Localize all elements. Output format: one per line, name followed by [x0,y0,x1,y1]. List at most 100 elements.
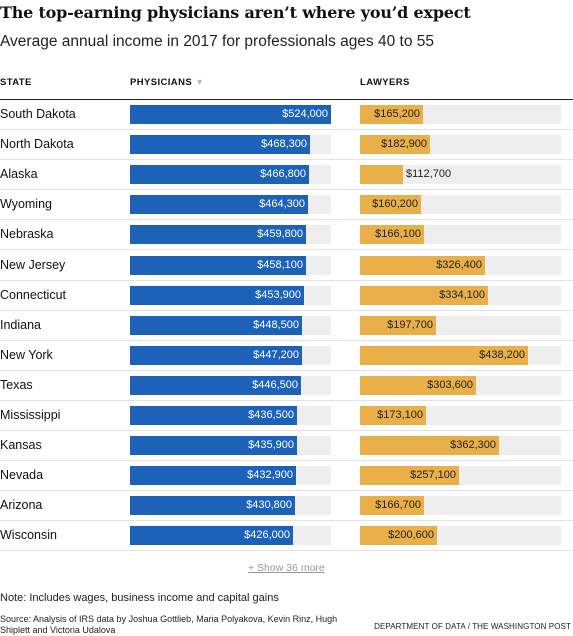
table-row: South Dakota $524,000 $165,200 [0,100,573,130]
state-label: South Dakota [0,107,76,121]
physicians-bar [130,436,297,456]
physicians-bar [130,165,309,185]
row-divider [0,219,573,221]
physicians-value-label: $459,800 [257,228,303,241]
table-row: New York $447,200 $438,200 [0,341,573,371]
physicians-bar [130,285,304,305]
row-divider [0,520,573,522]
physicians-bar [130,496,295,516]
lawyers-bar [360,406,426,425]
physicians-value-label: $436,500 [248,409,294,421]
column-header-physicians[interactable]: PHYSICIANS ▼ [130,77,204,88]
physicians-value-label: $430,800 [246,499,292,512]
row-divider [0,339,573,341]
physicians-bar-track: $448,500 [130,315,331,335]
lawyers-bar-track: $200,600 [360,526,561,546]
lawyers-bar [360,315,436,335]
physicians-bar-track: $435,900 [130,436,331,456]
physicians-bar-track: $464,300 [130,195,331,215]
physicians-bar-track: $524,000 [130,105,331,124]
lawyers-value-label: $160,200 [372,198,418,211]
table-row: Mississippi $436,500 $173,100 [0,401,573,431]
state-label: Indiana [0,317,42,332]
lawyers-value-label: $165,200 [374,108,420,120]
physicians-bar [130,105,331,124]
physicians-bar [130,375,301,395]
row-divider [0,490,573,492]
physicians-bar-track: $459,800 [130,225,331,245]
state-label: Mississippi [0,408,61,422]
physicians-value-label: $458,100 [257,258,303,271]
lawyers-bar-track: $257,100 [360,466,561,486]
lawyers-bar [360,496,424,516]
physicians-bar [130,406,297,425]
state-label: Arizona [0,498,43,513]
lawyers-bar [360,195,421,215]
physicians-bar [130,315,302,335]
sort-descending-icon[interactable]: ▼ [195,77,205,87]
physicians-bar-track: $436,500 [130,406,331,425]
row-divider [0,249,573,251]
physicians-value-label: $468,300 [261,138,307,151]
state-label: New York [0,347,53,362]
physicians-bar [130,225,306,245]
state-label: New Jersey [0,257,66,272]
lawyers-value-label: $326,400 [436,258,482,271]
chart-title: The top-earning physicians aren’t where … [0,3,471,22]
state-label: Wyoming [0,197,52,212]
lawyers-value-label: $197,700 [387,318,433,331]
lawyers-bar [360,255,485,275]
physicians-value-label: $446,500 [252,378,298,391]
physicians-value-label: $464,300 [259,198,305,211]
column-header-state[interactable]: STATE [0,77,32,88]
physicians-bar-track: $426,000 [130,526,331,546]
physicians-value-label: $432,900 [247,469,293,482]
row-divider [0,369,573,371]
lawyers-bar-track: $112,700 [360,165,561,185]
physicians-bar-track: $432,900 [130,466,331,486]
physicians-value-label: $524,000 [282,108,328,120]
table-row: Connecticut $453,900 $334,100 [0,281,573,311]
state-label: Connecticut [0,287,67,302]
lawyers-bar [360,105,423,124]
physicians-value-label: $466,800 [260,168,306,181]
footer-source: Source: Analysis of IRS data by Joshua G… [0,614,338,635]
lawyers-value-label: $438,200 [479,348,525,361]
physicians-value-label: $448,500 [253,318,299,331]
show-more-link[interactable]: + Show 36 more [248,562,325,574]
row-divider [0,399,573,401]
lawyers-bar-track: $182,900 [360,135,561,155]
physicians-bar [130,135,310,155]
state-label: Wisconsin [0,528,57,543]
lawyers-value-label: $166,700 [375,499,421,512]
physicians-bar [130,526,293,546]
physicians-bar-track: $466,800 [130,165,331,185]
lawyers-bar-track: $197,700 [360,315,561,335]
table-row: Wyoming $464,300 $160,200 [0,190,573,221]
state-label: Nevada [0,468,44,483]
table-row: Arizona $430,800 $166,700 [0,491,573,522]
physicians-bar-track: $447,200 [130,345,331,365]
state-label: Texas [0,377,33,392]
table-row: Nevada $432,900 $257,100 [0,461,573,492]
physicians-value-label: $426,000 [244,529,290,542]
table-row: Texas $446,500 $303,600 [0,371,573,401]
lawyers-value-label: $112,700 [406,168,452,181]
lawyers-bar-track: $438,200 [360,345,561,365]
physicians-bar [130,466,296,486]
lawyers-bar [360,345,528,365]
row-divider [0,279,573,281]
lawyers-value-label: $166,100 [375,228,421,241]
table-row: Indiana $448,500 $197,700 [0,311,573,341]
lawyers-value-label: $257,100 [410,469,456,482]
row-divider [0,430,573,431]
lawyers-bar-track: $166,100 [360,225,561,245]
lawyers-bar-track: $326,400 [360,255,561,275]
row-divider [0,460,573,462]
table-row: Alaska $466,800 $112,700 [0,160,573,191]
footer-note: Note: Includes wages, business income an… [0,592,279,604]
physicians-value-label: $447,200 [253,348,299,361]
column-header-lawyers[interactable]: LAWYERS [360,77,410,88]
lawyers-bar-track: $165,200 [360,105,561,124]
row-divider [0,309,573,311]
